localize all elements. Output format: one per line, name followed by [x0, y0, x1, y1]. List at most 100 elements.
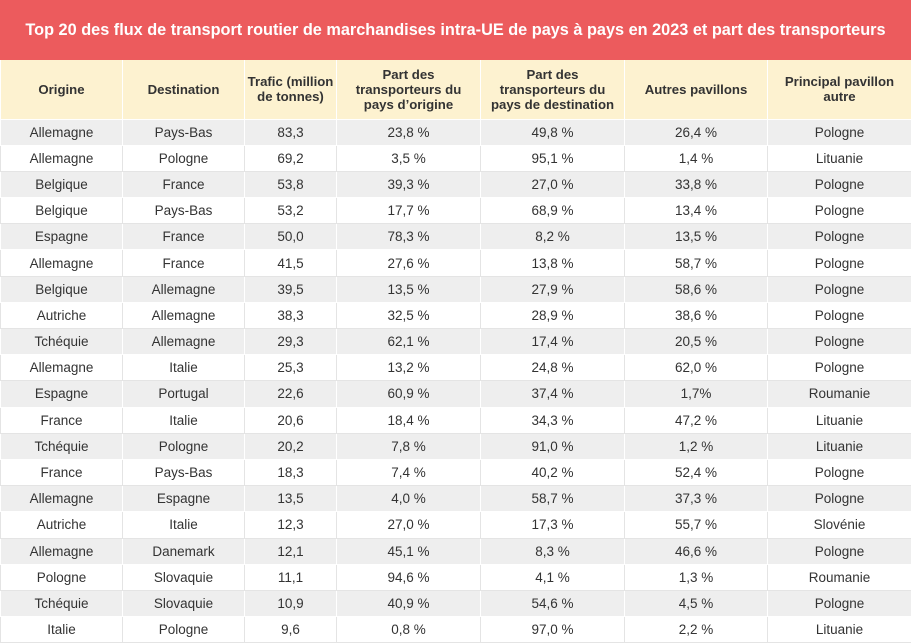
destination-cell: Allemagne	[122, 327, 245, 356]
principal-pavillon-cell: Pologne	[767, 223, 911, 251]
part-origine-cell: 60,9 %	[336, 380, 481, 408]
origine-cell: Espagne	[0, 223, 123, 251]
origine-cell: France	[0, 406, 123, 434]
table-row: Tchéquie Pologne 20,2 7,8 % 91,0 % 1,2 % Litua…	[0, 432, 911, 460]
trafic-cell: 20,2	[244, 432, 337, 460]
part-destination-cell: 97,0 %	[480, 616, 625, 643]
principal-pavillon-cell: Pologne	[767, 537, 911, 565]
origine-cell: Tchéquie	[0, 589, 123, 618]
table-row: Belgique France 53,8 39,3 % 27,0 % 33,8 % Polo…	[0, 170, 911, 199]
autres-pavillons-cell: 1,4 %	[624, 144, 768, 172]
table-row: Tchéquie Slovaquie 10,9 40,9 % 54,6 % 4,5 % Po…	[0, 589, 911, 618]
trafic-cell: 39,5	[244, 275, 337, 303]
part-destination-cell: 37,4 %	[480, 380, 625, 408]
title-bar: Top 20 des flux de transport routier de …	[0, 0, 911, 60]
table-row: Italie Pologne 9,6 0,8 % 97,0 % 2,2 % Lituanie	[0, 616, 911, 643]
part-destination-cell: 8,2 %	[480, 223, 625, 251]
trafic-cell: 18,3	[244, 458, 337, 487]
part-origine-cell: 4,0 %	[336, 485, 481, 513]
trafic-cell: 13,5	[244, 485, 337, 513]
destination-cell: Pays-Bas	[122, 197, 245, 225]
table-title: Top 20 des flux de transport routier de …	[25, 20, 886, 39]
part-destination-cell: 17,4 %	[480, 327, 625, 356]
destination-cell: Pologne	[122, 144, 245, 172]
part-destination-cell: 95,1 %	[480, 144, 625, 172]
origine-cell: Belgique	[0, 170, 123, 199]
part-destination-cell: 54,6 %	[480, 589, 625, 618]
autres-pavillons-cell: 4,5 %	[624, 589, 768, 618]
origine-cell: Allemagne	[0, 144, 123, 172]
origine-cell: Allemagne	[0, 354, 123, 382]
table-row: Allemagne Pays-Bas 83,3 23,8 % 49,8 % 26,4 % P…	[0, 118, 911, 146]
destination-cell: Italie	[122, 354, 245, 382]
part-origine-cell: 39,3 %	[336, 170, 481, 199]
autres-pavillons-cell: 20,5 %	[624, 327, 768, 356]
origine-cell: Allemagne	[0, 249, 123, 277]
origine-cell: Tchéquie	[0, 432, 123, 460]
table-body: Allemagne Pays-Bas 83,3 23,8 % 49,8 % 26,4 % P…	[0, 118, 911, 643]
part-origine-cell: 45,1 %	[336, 537, 481, 565]
origine-cell: Allemagne	[0, 537, 123, 565]
autres-pavillons-cell: 2,2 %	[624, 616, 768, 643]
part-destination-cell: 27,0 %	[480, 170, 625, 199]
autres-pavillons-cell: 38,6 %	[624, 301, 768, 330]
part-destination-cell: 24,8 %	[480, 354, 625, 382]
principal-pavillon-cell: Pologne	[767, 301, 911, 330]
table-row: Espagne France 50,0 78,3 % 8,2 % 13,5 % Pologn…	[0, 223, 911, 251]
autres-pavillons-cell: 58,6 %	[624, 275, 768, 303]
autres-pavillons-cell: 58,7 %	[624, 249, 768, 277]
origine-cell: Belgique	[0, 275, 123, 303]
part-destination-cell: 13,8 %	[480, 249, 625, 277]
principal-pavillon-cell: Pologne	[767, 197, 911, 225]
autres-pavillons-cell: 52,4 %	[624, 458, 768, 487]
autres-pavillons-cell: 1,7%	[624, 380, 768, 408]
table-row: Espagne Portugal 22,6 60,9 % 37,4 % 1,7% Rouma…	[0, 380, 911, 408]
trafic-cell: 38,3	[244, 301, 337, 330]
part-origine-cell: 40,9 %	[336, 589, 481, 618]
part-destination-cell: 91,0 %	[480, 432, 625, 460]
trafic-cell: 41,5	[244, 249, 337, 277]
part-destination-cell: 68,9 %	[480, 197, 625, 225]
table-row: France Italie 20,6 18,4 % 34,3 % 47,2 % Lituan…	[0, 406, 911, 434]
destination-cell: Danemark	[122, 537, 245, 565]
part-destination-cell: 27,9 %	[480, 275, 625, 303]
trafic-cell: 20,6	[244, 406, 337, 434]
part-origine-cell: 17,7 %	[336, 197, 481, 225]
part-destination-cell: 28,9 %	[480, 301, 625, 330]
destination-cell: Pologne	[122, 432, 245, 460]
destination-cell: Pays-Bas	[122, 458, 245, 487]
table-row: Pologne Slovaquie 11,1 94,6 % 4,1 % 1,3 % Roum…	[0, 563, 911, 591]
trafic-cell: 25,3	[244, 354, 337, 382]
column-header-part-origine: Part des transporteurs du pays d’origine	[336, 60, 481, 119]
part-origine-cell: 3,5 %	[336, 144, 481, 172]
part-origine-cell: 18,4 %	[336, 406, 481, 434]
destination-cell: Slovaquie	[122, 589, 245, 618]
column-header-part-destination: Part des transporteurs du pays de destin…	[480, 60, 625, 119]
destination-cell: Slovaquie	[122, 563, 245, 591]
destination-cell: Allemagne	[122, 275, 245, 303]
table-header: Origine Destination Trafic (million de t…	[0, 60, 911, 119]
origine-cell: Allemagne	[0, 485, 123, 513]
table-row: Tchéquie Allemagne 29,3 62,1 % 17,4 % 20,5 % P…	[0, 327, 911, 356]
principal-pavillon-cell: Pologne	[767, 170, 911, 199]
trafic-cell: 12,3	[244, 511, 337, 539]
trafic-cell: 50,0	[244, 223, 337, 251]
part-destination-cell: 4,1 %	[480, 563, 625, 591]
principal-pavillon-cell: Pologne	[767, 354, 911, 382]
part-origine-cell: 94,6 %	[336, 563, 481, 591]
destination-cell: Italie	[122, 511, 245, 539]
column-header-origine: Origine	[0, 60, 123, 119]
part-origine-cell: 13,5 %	[336, 275, 481, 303]
trafic-cell: 9,6	[244, 616, 337, 643]
part-origine-cell: 7,4 %	[336, 458, 481, 487]
trafic-cell: 29,3	[244, 327, 337, 356]
autres-pavillons-cell: 26,4 %	[624, 118, 768, 146]
table-row: Allemagne Pologne 69,2 3,5 % 95,1 % 1,4 % Litu…	[0, 144, 911, 172]
part-origine-cell: 62,1 %	[336, 327, 481, 356]
part-origine-cell: 0,8 %	[336, 616, 481, 643]
part-destination-cell: 49,8 %	[480, 118, 625, 146]
part-origine-cell: 7,8 %	[336, 432, 481, 460]
principal-pavillon-cell: Lituanie	[767, 432, 911, 460]
column-header-destination: Destination	[122, 60, 245, 119]
table-row: Belgique Pays-Bas 53,2 17,7 % 68,9 % 13,4 % Po…	[0, 197, 911, 225]
